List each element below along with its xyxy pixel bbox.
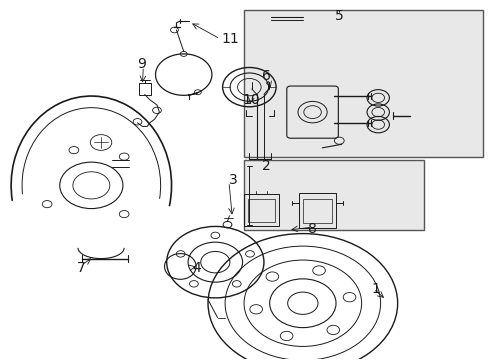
Text: 1: 1 (370, 282, 380, 296)
Text: 4: 4 (192, 261, 201, 275)
Bar (298, 193, 335, 228)
Text: 9: 9 (137, 57, 145, 71)
Bar (244, 160, 424, 230)
Text: 8: 8 (307, 222, 316, 236)
Text: 5: 5 (334, 9, 343, 23)
Text: 7: 7 (77, 261, 86, 275)
Text: 10: 10 (242, 93, 260, 107)
Text: 3: 3 (228, 173, 237, 187)
Bar (302, 199, 331, 223)
Bar (244, 10, 482, 157)
Text: 11: 11 (221, 32, 239, 46)
Bar (247, 199, 275, 222)
Text: 2: 2 (261, 159, 270, 173)
Bar (139, 83, 150, 95)
Bar (244, 194, 278, 226)
Text: 6: 6 (262, 69, 270, 84)
